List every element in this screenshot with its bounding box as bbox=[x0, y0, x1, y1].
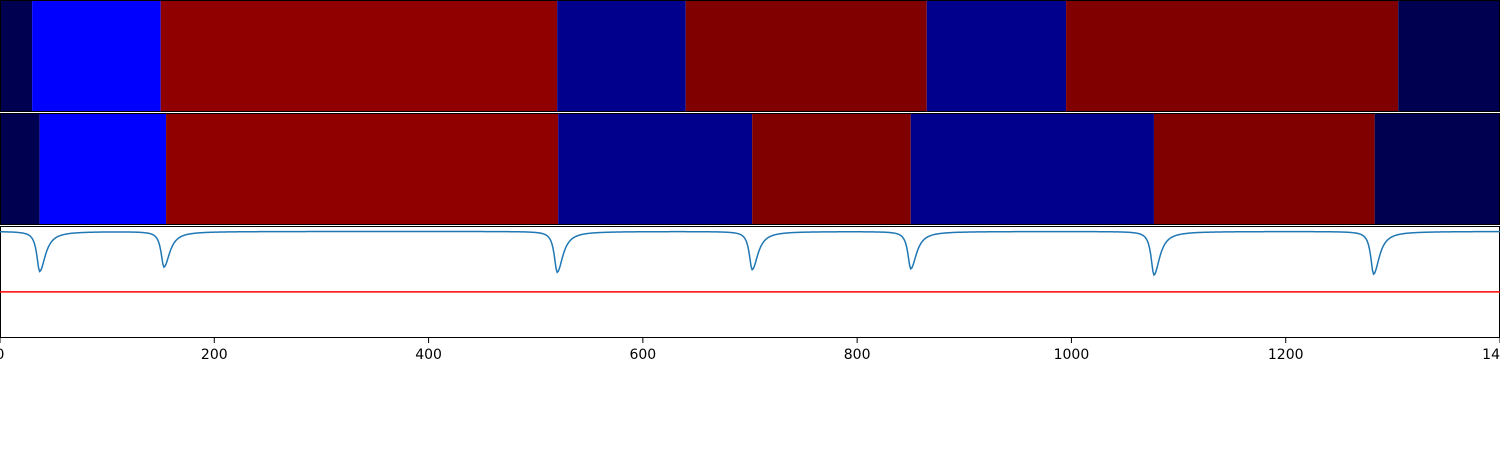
track-2-segment-5 bbox=[752, 113, 911, 225]
heatmap-track-1 bbox=[0, 0, 1500, 112]
track-1-segment-6 bbox=[926, 0, 1067, 112]
heatmap-track-2 bbox=[0, 113, 1500, 225]
track-2-segment-3 bbox=[166, 113, 559, 225]
track-1-segment-4 bbox=[557, 0, 686, 112]
x-tick-label-800: 800 bbox=[844, 347, 871, 363]
track-1-segment-1 bbox=[0, 0, 33, 112]
track-2-segment-4 bbox=[558, 113, 753, 225]
track-1-segment-2 bbox=[32, 0, 161, 112]
signal-panel bbox=[0, 226, 1500, 338]
track-2-segment-2 bbox=[39, 113, 167, 225]
track-1-segment-7 bbox=[1066, 0, 1399, 112]
x-tick-label-0: 0 bbox=[0, 347, 4, 363]
track-1-segment-3 bbox=[160, 0, 558, 112]
x-tick-label-1400: 1400 bbox=[1482, 347, 1500, 363]
x-tick-label-200: 200 bbox=[201, 347, 228, 363]
x-tick-label-1200: 1200 bbox=[1268, 347, 1304, 363]
signal-line bbox=[0, 230, 1500, 277]
track-1-segment-5 bbox=[685, 0, 927, 112]
track-1-segment-8 bbox=[1398, 0, 1500, 112]
x-axis: 0 200 400 600 800 1000 1200 1400 bbox=[0, 338, 1500, 363]
track-2-segment-7 bbox=[1153, 113, 1375, 225]
track-2-segment-6 bbox=[910, 113, 1154, 225]
x-tick-label-1000: 1000 bbox=[1054, 347, 1090, 363]
x-tick-label-400: 400 bbox=[415, 347, 442, 363]
track-2-segment-8 bbox=[1374, 113, 1500, 225]
signal-panel-frame bbox=[0, 226, 1500, 338]
track-2-segment-1 bbox=[0, 113, 40, 225]
x-tick-label-600: 600 bbox=[629, 347, 656, 363]
